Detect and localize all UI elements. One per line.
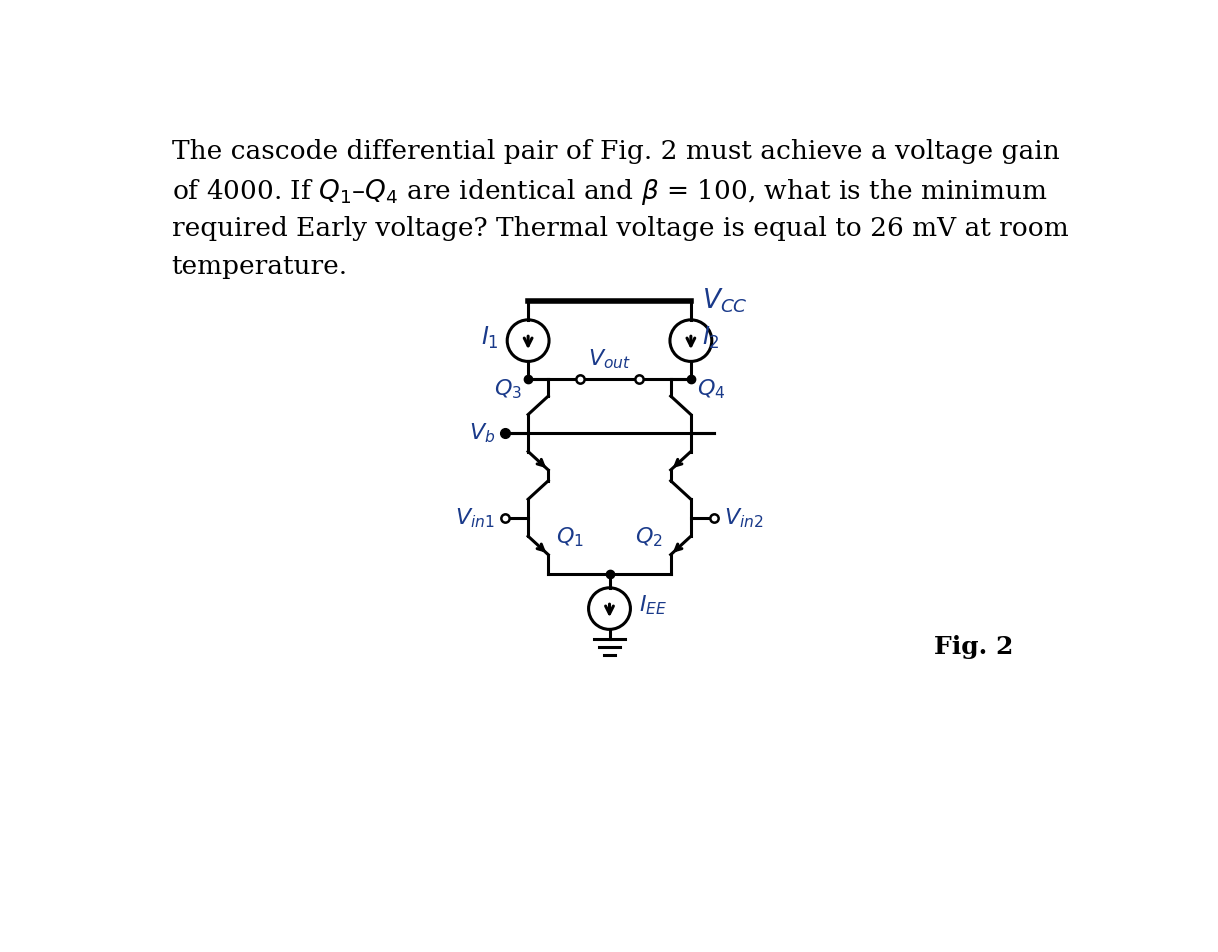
Text: $Q_2$: $Q_2$ [636, 526, 663, 549]
Text: $V_{in2}$: $V_{in2}$ [725, 506, 764, 529]
Text: $I_1$: $I_1$ [481, 325, 498, 350]
Text: required Early voltage? Thermal voltage is equal to 26 mV at room: required Early voltage? Thermal voltage … [172, 216, 1068, 241]
Text: $V_{CC}$: $V_{CC}$ [702, 287, 748, 315]
Text: $V_b$: $V_b$ [469, 421, 496, 445]
Text: $Q_3$: $Q_3$ [495, 377, 523, 401]
Text: of 4000. If $Q_1$–$Q_4$ are identical and $\beta$ = 100, what is the minimum: of 4000. If $Q_1$–$Q_4$ are identical an… [172, 177, 1047, 208]
Text: temperature.: temperature. [172, 254, 348, 279]
Text: $V_{out}$: $V_{out}$ [588, 347, 631, 371]
Text: $Q_1$: $Q_1$ [557, 526, 583, 549]
Text: $I_{EE}$: $I_{EE}$ [639, 593, 667, 617]
Text: The cascode differential pair of Fig. 2 must achieve a voltage gain: The cascode differential pair of Fig. 2 … [172, 139, 1060, 164]
Text: $V_{in1}$: $V_{in1}$ [456, 506, 495, 529]
Text: $Q_4$: $Q_4$ [697, 377, 726, 401]
Text: $I_2$: $I_2$ [702, 325, 720, 350]
Text: Fig. 2: Fig. 2 [934, 635, 1013, 659]
